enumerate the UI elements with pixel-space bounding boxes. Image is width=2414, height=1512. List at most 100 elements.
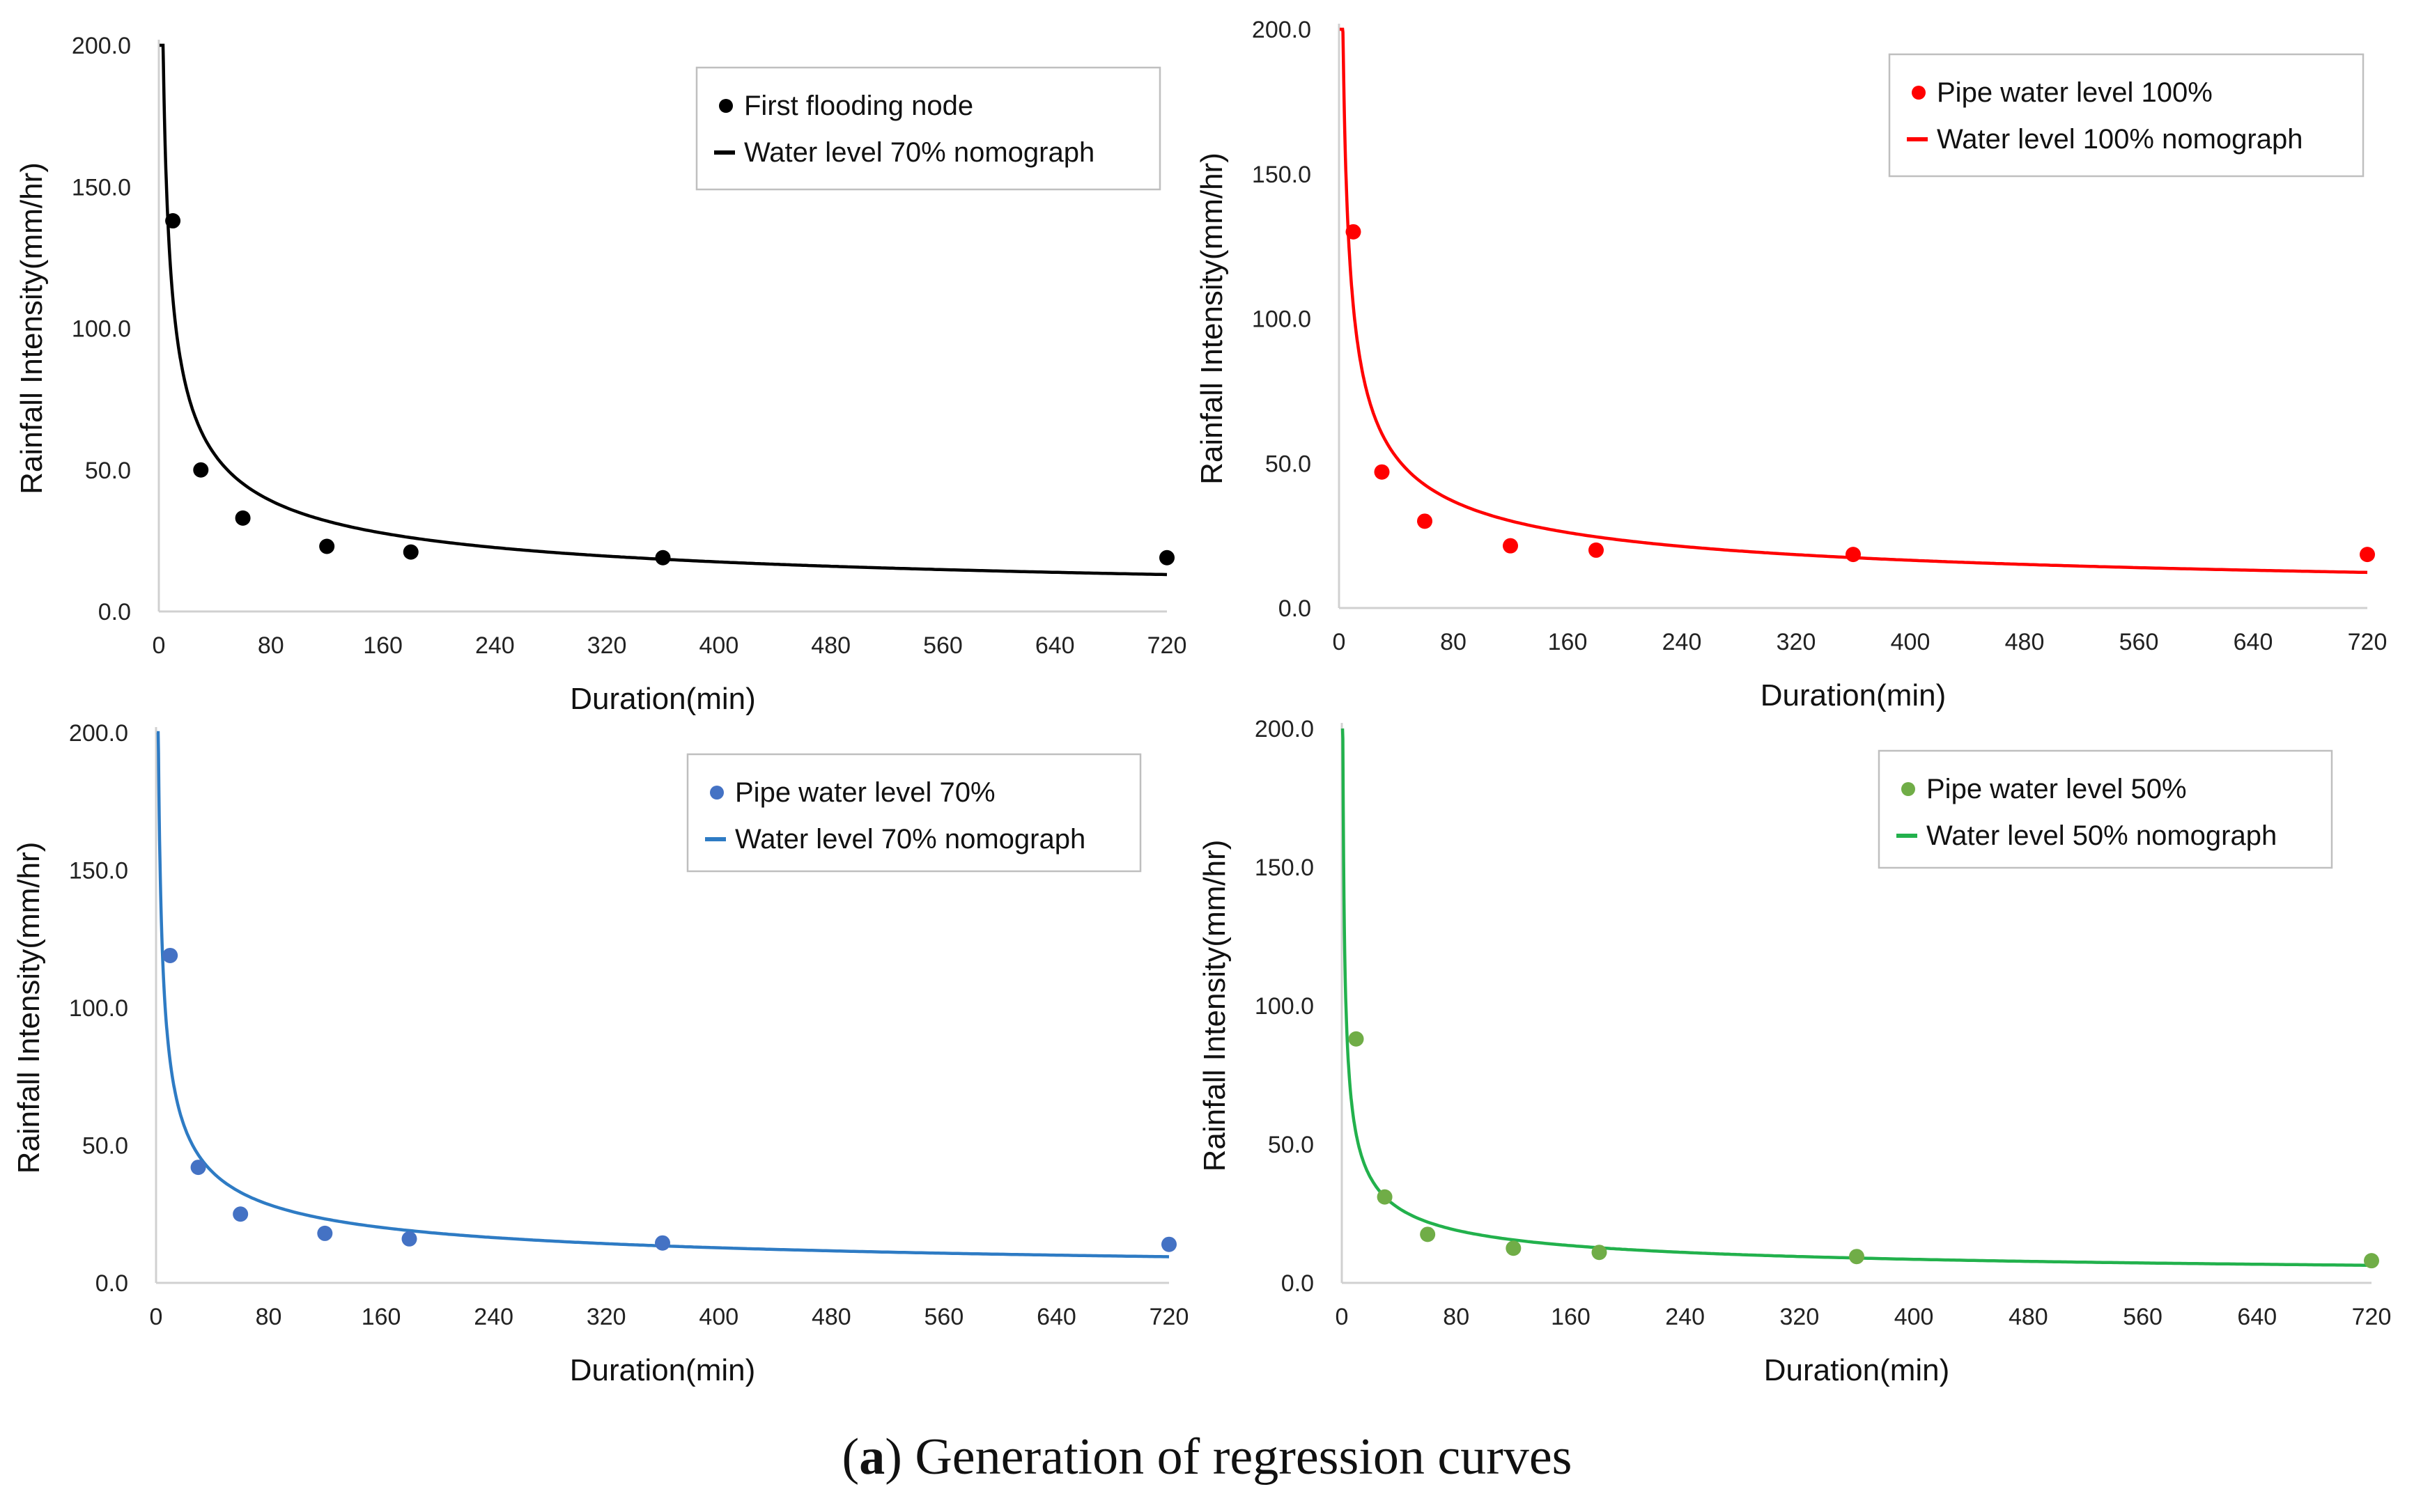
chart-panel-3: 0 80 160 240 320 400 480 560 640 720 0.0 50.0 100.0 1… (12, 720, 1189, 1387)
legend-label-curve: Water level 50% nomograph (1926, 820, 2277, 851)
y-tick-label: 200.0 (72, 33, 131, 59)
data-point (1506, 1240, 1522, 1256)
data-point (193, 462, 209, 478)
data-point (317, 1225, 333, 1241)
x-axis-title: Duration(min) (570, 682, 756, 716)
legend-marker-points (1912, 86, 1926, 100)
x-tick-label: 560 (2123, 1304, 2162, 1330)
y-tick-label: 100.0 (69, 995, 128, 1022)
data-point (655, 550, 671, 566)
x-tick-label: 640 (1037, 1304, 1076, 1330)
x-tick-label: 400 (699, 1304, 738, 1330)
x-tick-label: 720 (2352, 1304, 2392, 1330)
series-line-nomograph (156, 731, 1170, 1258)
data-point (235, 510, 251, 526)
data-point (1161, 1236, 1177, 1252)
legend-label-points: Pipe water level 70% (735, 777, 996, 808)
x-tick-label: 320 (1777, 629, 1816, 655)
x-tick-label: 160 (363, 632, 403, 659)
x-tick-label: 480 (2005, 629, 2045, 655)
data-point (1345, 224, 1361, 240)
legend-marker-points (710, 786, 724, 800)
y-tick-label: 150.0 (72, 174, 131, 201)
caption-text: ) Generation of regression curves (885, 1428, 1572, 1486)
legend-box (686, 753, 1142, 873)
data-point (1849, 1249, 1864, 1265)
x-tick-label: 720 (1150, 1304, 1189, 1330)
data-point (319, 538, 335, 554)
x-tick-label: 80 (1440, 629, 1467, 655)
y-tick-label: 200.0 (69, 720, 128, 747)
y-tick-label: 0.0 (95, 1270, 128, 1297)
data-point (403, 544, 419, 560)
y-tick-label: 50.0 (1268, 1132, 1314, 1158)
series-line-nomograph (160, 43, 1168, 577)
chart-panel-2: 0 80 160 240 320 400 480 560 640 720 0.0 50.0 100.0 1… (1195, 17, 2387, 712)
x-axis-title: Duration(min) (570, 1353, 756, 1387)
y-tick-label: 50.0 (85, 458, 131, 484)
x-tick-label: 240 (1662, 629, 1702, 655)
data-point (1377, 1189, 1393, 1205)
y-tick-label: 150.0 (1252, 162, 1311, 188)
legend-box (695, 66, 1161, 191)
data-point (401, 1231, 417, 1247)
legend-label-points: Pipe water level 100% (1937, 77, 2213, 108)
x-tick-label: 320 (587, 1304, 626, 1330)
x-tick-label: 240 (475, 632, 515, 659)
x-tick-label: 560 (923, 632, 963, 659)
x-tick-label: 0 (150, 1304, 163, 1330)
y-axis-title: Rainfall Intensity(mm/hr) (1195, 153, 1229, 485)
x-axis-title: Duration(min) (1761, 678, 1947, 712)
x-tick-label: 400 (1894, 1304, 1934, 1330)
x-tick-label: 240 (474, 1304, 513, 1330)
caption-prefix: ( (842, 1428, 860, 1486)
x-tick-label: 400 (1891, 629, 1931, 655)
y-tick-label: 100.0 (72, 316, 131, 343)
data-point (1374, 464, 1390, 480)
x-tick-label: 640 (2234, 629, 2273, 655)
x-tick-label: 0 (153, 632, 166, 659)
y-tick-label: 200.0 (1255, 716, 1314, 742)
x-tick-label: 560 (924, 1304, 964, 1330)
y-axis-title: Rainfall Intensity(mm/hr) (1198, 840, 1232, 1172)
data-point (1591, 1245, 1607, 1261)
x-tick-label: 640 (1035, 632, 1075, 659)
legend-label-points: First flooding node (744, 91, 973, 121)
x-tick-label: 80 (256, 1304, 282, 1330)
data-point (165, 213, 181, 229)
y-tick-label: 150.0 (1255, 855, 1314, 881)
y-tick-label: 0.0 (98, 599, 131, 625)
x-tick-label: 560 (2119, 629, 2159, 655)
legend-marker-points (719, 99, 733, 113)
x-tick-label: 320 (1780, 1304, 1820, 1330)
data-point (1348, 1031, 1364, 1047)
legend-box (1878, 749, 2333, 869)
y-tick-label: 0.0 (1278, 595, 1311, 622)
x-tick-label: 640 (2237, 1304, 2277, 1330)
x-tick-label: 720 (1147, 632, 1187, 659)
x-tick-label: 160 (1548, 629, 1588, 655)
chart-panel-1: 0 80 160 240 320 400 480 560 640 720 0.0 50.0 100.0 1… (15, 33, 1186, 716)
x-tick-label: 160 (362, 1304, 401, 1330)
x-tick-label: 720 (2348, 629, 2388, 655)
data-point (233, 1206, 249, 1222)
legend-marker-points (1901, 782, 1915, 796)
y-tick-label: 50.0 (82, 1133, 128, 1160)
figure-caption: (a) Generation of regression curves (0, 1428, 2414, 1487)
legend-label-points: Pipe water level 50% (1926, 774, 2187, 804)
x-tick-label: 0 (1336, 1304, 1349, 1330)
data-point (1417, 513, 1432, 529)
y-tick-label: 200.0 (1252, 17, 1311, 43)
y-tick-label: 0.0 (1281, 1270, 1314, 1297)
data-point (1588, 542, 1604, 558)
y-tick-label: 100.0 (1255, 993, 1314, 1020)
data-point (1846, 547, 1861, 563)
data-point (1503, 538, 1518, 554)
data-point (1159, 550, 1175, 566)
y-axis-title: Rainfall Intensity(mm/hr) (15, 162, 49, 494)
data-point (2360, 547, 2375, 563)
x-tick-label: 240 (1665, 1304, 1705, 1330)
data-point (190, 1160, 206, 1176)
x-tick-label: 320 (587, 632, 627, 659)
